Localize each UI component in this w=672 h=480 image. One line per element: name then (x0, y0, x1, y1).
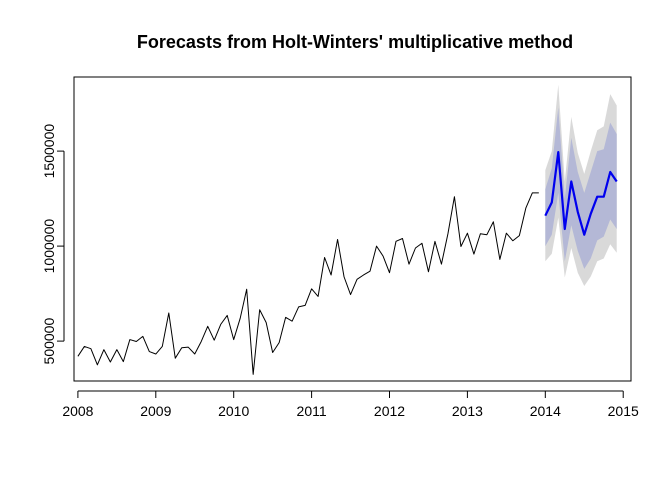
x-tick-label: 2012 (374, 403, 405, 419)
series-lines (77, 150, 618, 375)
chart-title: Forecasts from Holt-Winters' multiplicat… (137, 32, 573, 52)
x-axis: 2008 2009 2010 2011 2012 2013 2014 2015 (62, 390, 639, 419)
plot-frame (73, 76, 632, 382)
x-tick-label: 2009 (140, 403, 171, 419)
y-tick-label: 500000 (41, 318, 57, 365)
x-tick-label: 2013 (452, 403, 483, 419)
x-tick-label: 2011 (297, 403, 327, 419)
x-tick-label: 2010 (218, 403, 249, 419)
x-tick-label: 2015 (608, 403, 639, 419)
prediction-intervals (545, 84, 617, 286)
forecast-line (544, 150, 618, 236)
pi80-band (545, 107, 617, 269)
x-tick-label: 2008 (62, 403, 93, 419)
y-tick-label: 1500000 (41, 124, 57, 179)
observed-line (77, 192, 539, 375)
x-tick-label: 2014 (530, 403, 561, 419)
y-tick-label: 1000000 (41, 219, 57, 274)
y-axis: 500000 1000000 1500000 (41, 124, 65, 365)
